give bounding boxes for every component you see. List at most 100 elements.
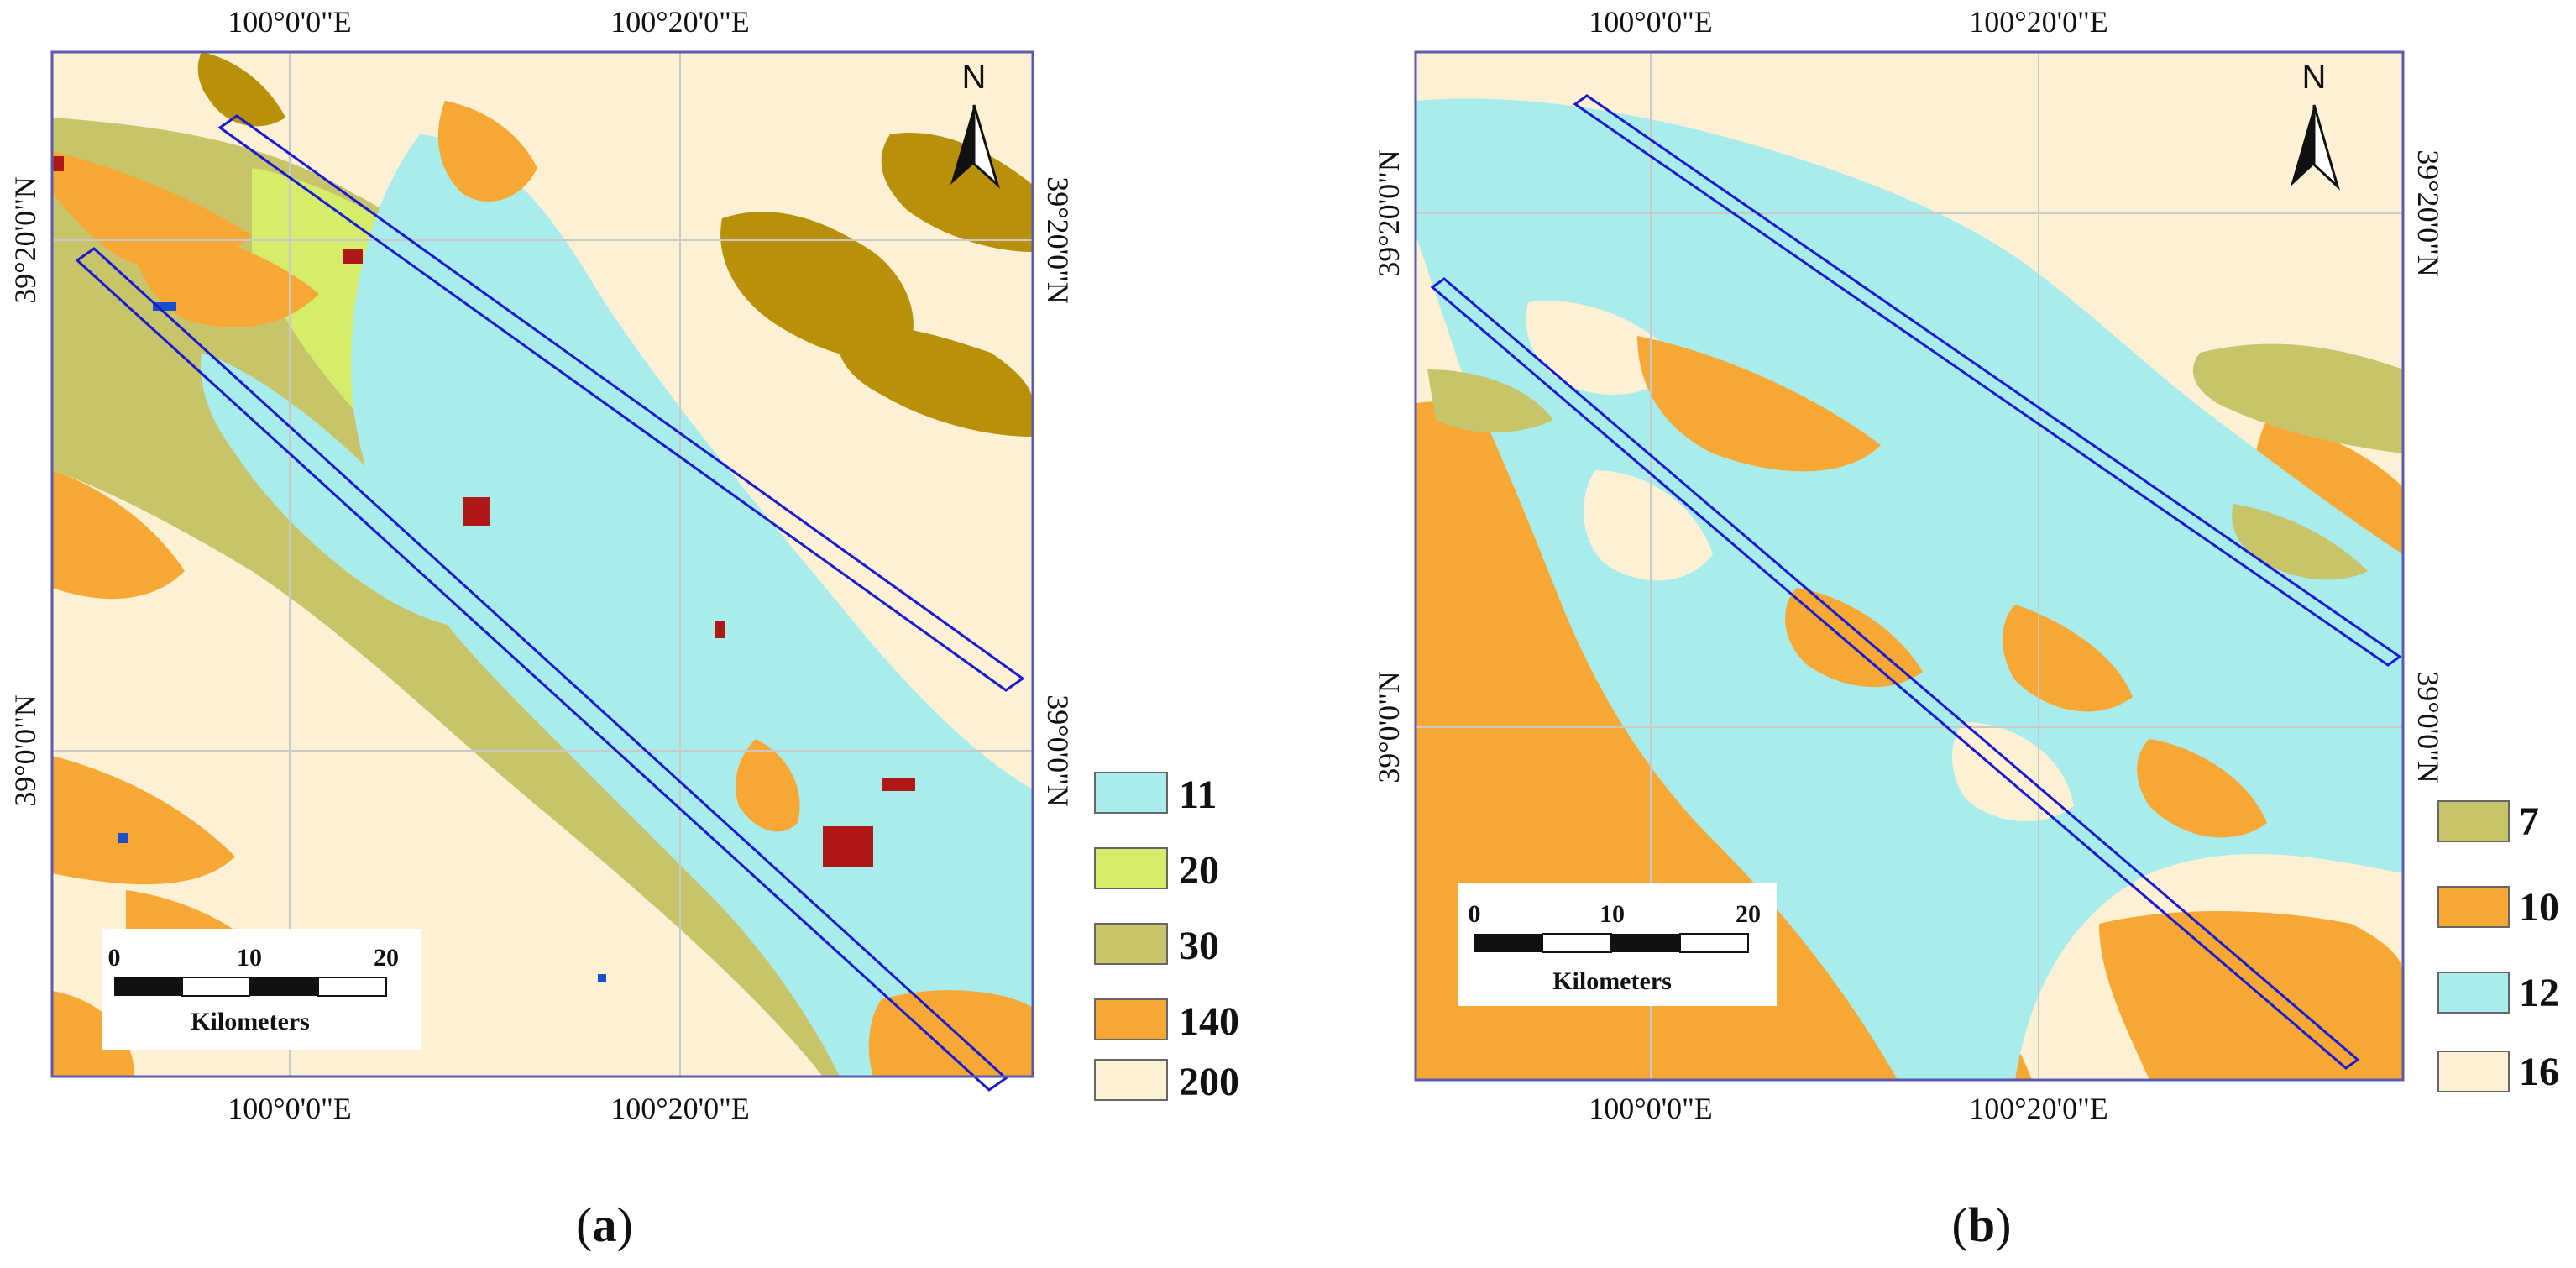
panel-a-orange-w xyxy=(52,470,185,600)
panel-a-orange-n xyxy=(437,101,537,202)
panel-a-legend-item-11: 11 xyxy=(1094,772,1217,817)
panel-b-left-tick-1: 39°20'0"N xyxy=(1372,149,1406,277)
panel-b: N 100°0'0"E 100°20'0"E 100°0'0"E 100°20'… xyxy=(1372,5,2559,1252)
panel-b-orange-mid-4 xyxy=(2137,739,2267,838)
panel-a-frame xyxy=(50,50,1034,1078)
panel-b-right-tick-1: 39°20'0"N xyxy=(2411,149,2445,277)
panel-b-orange-se xyxy=(2099,911,2403,1080)
panel-a-legend-label-140: 140 xyxy=(1179,999,1239,1044)
panel-a-legend-label-20: 20 xyxy=(1179,848,1219,893)
panel-b-legend-label-7: 7 xyxy=(2519,799,2539,844)
panel-b-legend-item-16: 16 xyxy=(2437,1050,2559,1094)
panel-b-olive-w xyxy=(1427,369,1553,432)
panel-b-scale-label-10: 10 xyxy=(1600,900,1625,928)
panel-a-north-arrow: N xyxy=(950,59,1000,189)
panel-a-orange-river xyxy=(736,739,800,832)
panel-b-left-tick-2: 39°0'0"N xyxy=(1372,671,1406,783)
panel-b-orange-mid-1 xyxy=(1637,336,1881,472)
panel-a-urban-3 xyxy=(715,621,725,638)
panel-b-top-tick-2: 100°20'0"E xyxy=(1969,5,2108,39)
panel-a-scale-label-20: 20 xyxy=(374,944,399,972)
panel-a-bottom-tick-2: 100°20'0"E xyxy=(610,1092,750,1125)
panel-a-scale-bar: 0 10 20 Kilometers xyxy=(102,929,421,1050)
panel-a-land-cover xyxy=(52,52,1034,1077)
panel-a-legend-item-140: 140 xyxy=(1094,998,1239,1044)
panel-b-legend-swatch-12 xyxy=(2437,972,2510,1014)
panel-a-scale-label-10: 10 xyxy=(237,944,262,972)
panel-b-legend-swatch-16 xyxy=(2437,1051,2510,1092)
panel-a-graticule xyxy=(52,52,1033,1077)
panel-a-water-3 xyxy=(598,974,606,982)
panel-b-scale-label-0: 0 xyxy=(1469,900,1481,928)
panel-b-orange-mid-2 xyxy=(1785,588,1923,688)
panel-b-beige-1 xyxy=(1526,301,1679,395)
panel-a-scale-label-0: 0 xyxy=(108,944,121,972)
panel-b-flight-strip-1 xyxy=(1573,94,2402,667)
panel-a-legend-item-20: 20 xyxy=(1094,847,1219,893)
panel-a-legend-swatch-200 xyxy=(1094,1059,1168,1101)
panel-b-legend-item-12: 12 xyxy=(2437,971,2559,1015)
panel-a-legend-label-11: 11 xyxy=(1179,773,1217,817)
panel-a-mountain-ne2 xyxy=(881,133,1033,252)
panel-b-flight-strip-2 xyxy=(1430,277,2360,1070)
panel-a-water-2 xyxy=(118,833,128,843)
panel-b-beige-3 xyxy=(1952,722,2074,822)
panel-a-bottom-tick-1: 100°0'0"E xyxy=(228,1092,352,1125)
panel-b-legend-label-16: 16 xyxy=(2519,1050,2559,1094)
panel-a-urban-6 xyxy=(52,156,64,171)
panel-a-legend-swatch-30 xyxy=(1094,923,1168,965)
panel-a-right-tick-1: 39°20'0"N xyxy=(1041,176,1075,304)
panel-b-top-tick-1: 100°0'0"E xyxy=(1589,5,1713,39)
panel-b-orange-mid-3 xyxy=(2003,605,2133,712)
panel-b-legend-item-10: 10 xyxy=(2437,885,2559,930)
panel-a-legend-label-30: 30 xyxy=(1179,924,1219,968)
panel-b-beige-2 xyxy=(1584,470,1713,581)
panel-a-legend-item-30: 30 xyxy=(1094,923,1219,968)
panel-a-water-1 xyxy=(153,302,176,311)
panel-a-urban-4 xyxy=(823,826,873,867)
panel-b-frame xyxy=(1414,50,2405,1082)
panel-b-legend-label-10: 10 xyxy=(2519,885,2559,930)
panel-a-legend: 11 20 30 140 200 xyxy=(1094,772,1239,1104)
panel-a-mountain-ne3 xyxy=(837,325,1033,437)
panel-a-mountain-ne1 xyxy=(720,212,914,360)
panel-a-orange-se xyxy=(868,990,1033,1077)
panel-b-scale-bar: 0 10 20 Kilometers xyxy=(1458,883,1777,1006)
panel-b-olive-e xyxy=(2232,504,2368,580)
panel-a-cyan-patch xyxy=(201,353,504,628)
panel-a-legend-swatch-140 xyxy=(1094,998,1168,1040)
panel-b-graticule xyxy=(1416,52,2403,1080)
panel-b-scale-label-20: 20 xyxy=(1736,900,1761,928)
panel-b-right-tick-2: 39°0'0"N xyxy=(2411,671,2445,783)
panel-a: N 100°0'0"E 100°20'0"E 100°0'0"E 100°20'… xyxy=(8,5,1239,1252)
panel-a-legend-label-200: 200 xyxy=(1179,1060,1239,1104)
panel-a-legend-swatch-11 xyxy=(1094,772,1168,814)
panel-a-top-tick-2: 100°20'0"E xyxy=(610,5,750,39)
panel-b-legend-item-7: 7 xyxy=(2437,799,2539,844)
panel-a-legend-swatch-20 xyxy=(1094,847,1168,889)
panel-a-flight-strip-2 xyxy=(75,247,1008,1092)
panel-b-olive-ne xyxy=(2192,343,2403,453)
panel-a-north-label: N xyxy=(962,59,987,96)
panel-b-north-arrow: N xyxy=(2291,59,2340,191)
panel-a-legend-item-200: 200 xyxy=(1094,1059,1239,1104)
panel-a-orange-nw2 xyxy=(126,218,319,327)
panel-a-flight-strip-1 xyxy=(217,114,1025,692)
panel-b-caption: (b) xyxy=(1952,1197,2012,1252)
panel-a-mountain-n xyxy=(197,52,285,127)
panel-b-legend-label-12: 12 xyxy=(2519,971,2559,1015)
panel-a-orange-sw xyxy=(52,756,235,885)
panel-b-bottom-tick-1: 100°0'0"E xyxy=(1589,1092,1713,1125)
panel-a-urban-2 xyxy=(463,497,490,526)
panel-a-top-tick-1: 100°0'0"E xyxy=(228,5,352,39)
panel-b-north-label: N xyxy=(2302,59,2327,96)
panel-b-legend: 7 10 12 16 xyxy=(2437,799,2559,1094)
panel-a-scale-unit: Kilometers xyxy=(191,1008,310,1035)
panel-a-urban-1 xyxy=(343,249,363,264)
panel-a-caption: (a) xyxy=(576,1197,633,1252)
panel-a-orange-sw3 xyxy=(52,991,134,1077)
panel-a-right-tick-2: 39°0'0"N xyxy=(1041,694,1075,807)
panel-b-legend-swatch-7 xyxy=(2437,800,2510,842)
